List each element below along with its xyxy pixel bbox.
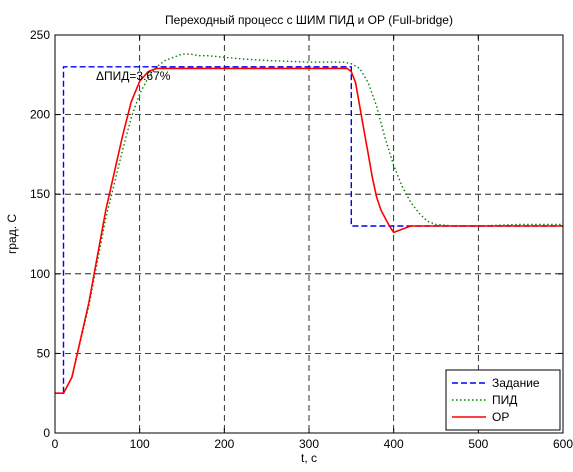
- annotation-delta-pid: ΔПИД=3.67%: [96, 69, 171, 83]
- series-line: [55, 66, 563, 394]
- axis-ticks: 0 100 200 300 400 500 600 0 50 100 150 200 250: [30, 28, 573, 451]
- chart-title: Переходный процесс с ШИМ ПИД и ОР (Full-…: [165, 13, 453, 27]
- y-tick-label: 50: [37, 346, 51, 360]
- series-line: [55, 67, 563, 395]
- y-tick-label: 150: [30, 187, 50, 201]
- x-tick-label: 400: [384, 437, 404, 451]
- legend-entry: ПИД: [492, 393, 517, 407]
- y-axis-label: град. С: [5, 214, 19, 254]
- y-tick-label: 250: [30, 28, 50, 42]
- legend-entry: Задание: [492, 376, 540, 390]
- x-tick-label: 300: [299, 437, 319, 451]
- series-group: [55, 53, 563, 395]
- x-tick-label: 200: [214, 437, 234, 451]
- grid-lines: [55, 35, 563, 433]
- y-tick-label: 0: [43, 426, 50, 440]
- legend-entry: ОР: [492, 410, 509, 424]
- y-tick-label: 100: [30, 267, 50, 281]
- x-tick-label: 100: [130, 437, 150, 451]
- legend: Задание ПИД ОР: [445, 369, 561, 431]
- x-tick-label: 600: [553, 437, 573, 451]
- y-tick-label: 200: [30, 108, 50, 122]
- x-tick-label: 0: [52, 437, 59, 451]
- x-tick-label: 500: [468, 437, 488, 451]
- x-axis-label: t, c: [301, 451, 317, 465]
